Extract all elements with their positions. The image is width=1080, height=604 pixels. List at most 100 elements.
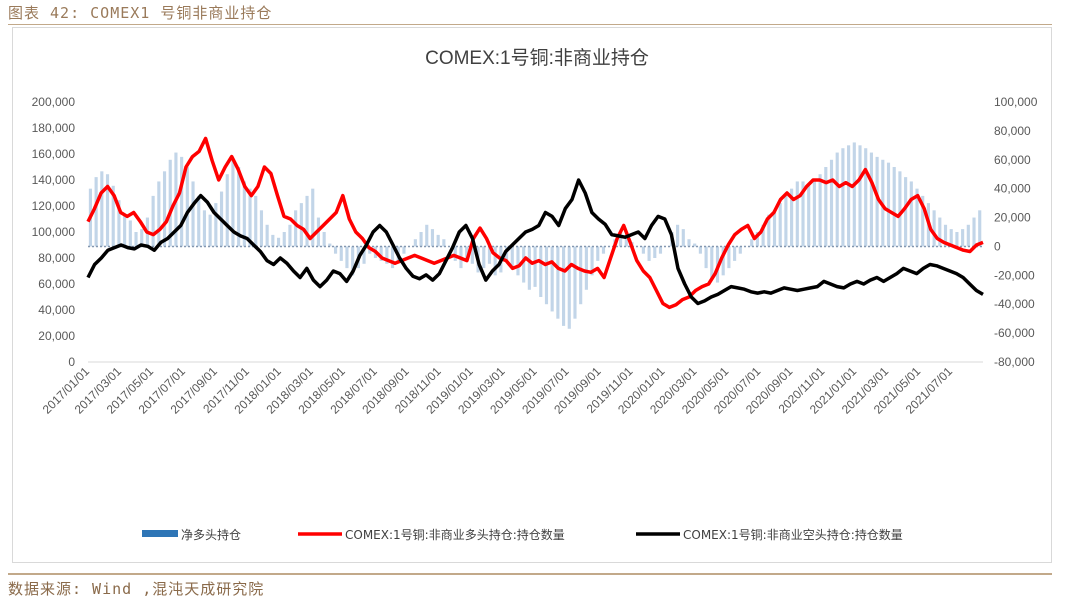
net-long-bar [698, 246, 702, 254]
net-long-bar [858, 145, 862, 247]
left-tick-label: 160,000 [32, 147, 76, 161]
net-long-bar [676, 224, 680, 247]
caption-rule [8, 24, 1052, 25]
chart-panel [12, 27, 1052, 563]
net-long-bar [379, 246, 383, 261]
net-long-bar [527, 246, 531, 290]
left-tick-label: 60,000 [38, 277, 75, 291]
net-long-bar [573, 246, 577, 319]
figure-caption: 图表 42: COMEX1 号铜非商业持仓 [8, 4, 273, 22]
net-long-bar [852, 142, 856, 247]
net-long-bar [869, 152, 873, 247]
left-tick-label: 40,000 [38, 303, 75, 317]
net-long-bar [961, 229, 965, 247]
net-long-bar [904, 177, 908, 247]
net-long-bar [533, 246, 537, 287]
net-long-bar [955, 232, 959, 247]
net-long-bar [413, 239, 417, 247]
chart-title: COMEX:1号铜:非商业持仓 [425, 47, 649, 69]
net-long-bar [470, 246, 474, 264]
net-long-bar [225, 174, 229, 247]
net-long-bar [841, 148, 845, 247]
net-long-bar [516, 246, 520, 276]
net-long-bar [755, 232, 759, 247]
net-long-bar [710, 246, 714, 279]
net-long-bar [185, 167, 189, 247]
net-long-bar [938, 217, 942, 247]
net-long-bar [943, 224, 948, 247]
net-long-bar [761, 224, 765, 247]
net-long-bar [242, 181, 246, 247]
left-axis-ticks: 0 20,000 40,000 60,000 80,000 100,000 120,000 1… [32, 95, 76, 369]
net-long-bar [351, 246, 355, 276]
net-long-bar [162, 171, 167, 247]
right-tick-label: -80,000 [994, 355, 1035, 369]
net-long-bar [117, 200, 121, 247]
right-tick-label: 0 [994, 239, 1001, 253]
net-long-bar [271, 234, 275, 247]
net-long-bar [624, 234, 628, 247]
legend-net-long-swatch [142, 530, 178, 537]
legend-short-label: COMEX:1号铜:非商业空头持仓:持仓数量 [683, 527, 903, 542]
net-long-bar [784, 195, 788, 247]
left-tick-label: 200,000 [32, 95, 76, 109]
net-long-bar [687, 239, 691, 247]
net-long-bar [795, 181, 799, 247]
net-long-bar [100, 171, 104, 247]
left-tick-label: 100,000 [32, 225, 76, 239]
net-long-bar [898, 171, 902, 247]
net-long-bar [562, 246, 566, 326]
left-tick-label: 120,000 [32, 199, 76, 213]
left-tick-label: 80,000 [38, 251, 75, 265]
net-long-bar [197, 195, 201, 247]
net-long-bar [157, 181, 161, 247]
left-tick-label: 20,000 [38, 329, 75, 343]
figure-source: 数据来源: Wind ,混沌天成研究院 [8, 580, 265, 598]
net-long-bar [202, 210, 207, 247]
net-long-bar [847, 145, 851, 247]
net-long-bar [276, 237, 281, 247]
net-long-bar [288, 224, 292, 247]
net-long-bar [556, 246, 560, 319]
net-long-bar [641, 246, 645, 254]
net-long-bar [505, 246, 509, 261]
net-long-bar [875, 156, 879, 247]
net-long-bar [419, 232, 423, 247]
net-long-bar [693, 243, 697, 247]
net-long-bar [487, 246, 492, 264]
net-long-bar [465, 246, 469, 258]
net-long-bar [430, 229, 435, 247]
net-long-bar [921, 195, 925, 247]
legend: 净多头持仓 COMEX:1号铜:非商业多头持仓:持仓数量 COMEX:1号铜:非商业… [142, 527, 903, 542]
net-long-bar [864, 148, 868, 247]
net-long-bar [721, 246, 725, 276]
left-tick-label: 140,000 [32, 173, 76, 187]
net-long-bar [151, 195, 155, 247]
net-long-bar [972, 217, 976, 247]
net-long-bar [601, 246, 606, 254]
right-tick-label: 20,000 [994, 211, 1031, 225]
net-long-bar [544, 246, 549, 305]
net-long-bar [128, 220, 132, 247]
net-long-bar [886, 162, 891, 247]
net-long-bar [584, 246, 588, 290]
short-position-line [86, 178, 984, 306]
net-long-bar [653, 246, 657, 258]
net-long-bar [522, 246, 526, 283]
long-position-line [86, 136, 984, 310]
right-tick-label: 40,000 [994, 182, 1031, 196]
net-long-bar [550, 246, 554, 312]
net-long-bar [436, 234, 440, 247]
net-long-bar [727, 246, 731, 269]
right-tick-label: -40,000 [994, 297, 1035, 311]
legend-long-label: COMEX:1号铜:非商业多头持仓:持仓数量 [345, 527, 565, 542]
net-long-bar [539, 246, 543, 297]
left-tick-label: 180,000 [32, 121, 76, 135]
net-long-bar [966, 224, 970, 247]
net-long-bar [311, 188, 315, 247]
net-long-bar [305, 195, 309, 247]
net-long-bar [767, 214, 771, 247]
net-long-bar [892, 167, 896, 247]
net-long-bar [658, 246, 663, 254]
